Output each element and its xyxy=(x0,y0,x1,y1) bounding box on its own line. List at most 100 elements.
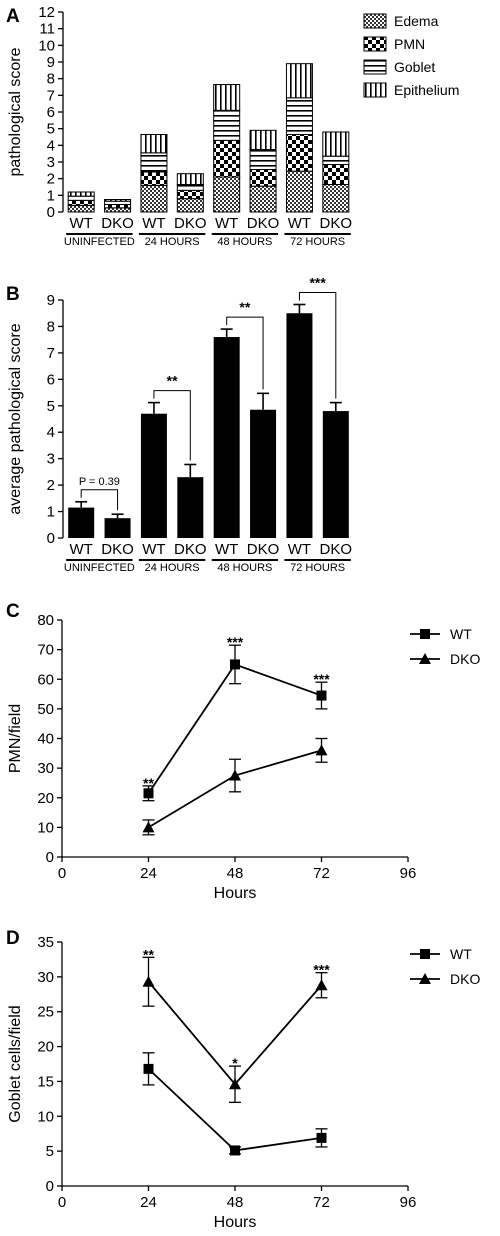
y-tick-label: 4 xyxy=(47,137,55,154)
x-tick-label: 72 xyxy=(313,1194,330,1211)
y-tick-label: 80 xyxy=(37,612,54,629)
y-tick-label: 6 xyxy=(47,104,55,121)
bar-segment-edema xyxy=(176,198,204,213)
y-tick-label: 8 xyxy=(47,318,55,335)
panel-d-line-chart: D 0 5 10 15 20 25 30 35 0 24 48 72 96 Goblet cells/fie… xyxy=(6,928,480,1231)
y-axis-label: pathological score xyxy=(7,47,24,176)
y-tick-label: 10 xyxy=(37,1108,54,1125)
data-point-wt xyxy=(143,788,154,799)
bar-segment-pmn xyxy=(249,169,277,187)
x-tick-label: 72 xyxy=(313,865,330,882)
significance-label: * xyxy=(232,1055,238,1071)
y-tick-label: 35 xyxy=(37,934,54,951)
y-tick-label: 20 xyxy=(37,790,54,807)
data-point-wt xyxy=(316,1132,327,1143)
significance-label: ** xyxy=(143,946,154,962)
bar xyxy=(140,413,167,538)
significance-bracket xyxy=(80,489,119,511)
panel-label: D xyxy=(6,928,20,949)
bar xyxy=(213,337,240,538)
y-tick-label: 0 xyxy=(47,530,55,547)
x-tick-label: 48 xyxy=(227,865,244,882)
significance-bracket xyxy=(153,390,191,461)
x-tick-label: 96 xyxy=(400,1194,417,1211)
y-tick-label: 2 xyxy=(47,171,55,188)
y-tick-label: 40 xyxy=(37,731,54,748)
data-point-dko xyxy=(315,744,328,756)
panel-label: A xyxy=(6,6,20,27)
bar-segment-goblet xyxy=(140,152,168,173)
y-tick-label: 15 xyxy=(37,1073,54,1090)
x-tick-label: WT xyxy=(215,541,238,558)
bar xyxy=(286,313,313,538)
bar xyxy=(177,477,204,538)
x-tick-label: 96 xyxy=(400,865,417,882)
data-point-dko xyxy=(142,821,155,833)
data-point-dko xyxy=(229,1078,241,1090)
y-tick-label: 4 xyxy=(47,424,55,441)
x-tick-label: DKO xyxy=(101,541,134,558)
data-point-wt xyxy=(143,1063,154,1074)
group-label: 24 HOURS xyxy=(145,562,200,574)
significance-label: ** xyxy=(167,373,178,389)
x-tick-label: DKO xyxy=(174,215,207,232)
bar-segment-goblet xyxy=(67,195,95,201)
legend-marker-dko xyxy=(419,653,431,664)
legend-label: WT xyxy=(450,946,472,962)
y-tick-label: 7 xyxy=(47,345,55,362)
legend-marker-wt xyxy=(420,629,430,639)
y-tick-label: 5 xyxy=(47,121,55,138)
y-tick-label: 7 xyxy=(47,87,55,104)
legend-label: DKO xyxy=(450,651,480,667)
legend-swatch-epithelium xyxy=(363,82,387,98)
y-tick-label: 9 xyxy=(47,292,55,309)
group-label: UNINFECTED xyxy=(64,236,135,248)
data-point-wt xyxy=(316,690,327,701)
x-tick-label: WT xyxy=(215,215,238,232)
bar-segment-goblet xyxy=(104,200,132,206)
group-label: UNINFECTED xyxy=(64,562,135,574)
significance-label: *** xyxy=(227,634,244,650)
data-point-dko xyxy=(315,979,328,991)
group-label: 48 HOURS xyxy=(217,236,272,248)
x-tick-label: DKO xyxy=(247,541,280,558)
y-axis-label: average pathological score xyxy=(7,323,24,514)
y-tick-label: 50 xyxy=(37,701,54,718)
group-label: 72 HOURS xyxy=(290,562,345,574)
x-axis-label: Hours xyxy=(214,1214,257,1231)
significance-label: ** xyxy=(239,299,250,315)
bar-segment-edema xyxy=(67,204,95,213)
bar-segment-goblet xyxy=(322,155,350,166)
bar-segment-epithelium xyxy=(213,84,241,111)
bar-segment-goblet xyxy=(176,184,204,191)
legend-swatch-goblet xyxy=(363,59,387,75)
x-tick-label: 0 xyxy=(58,865,66,882)
x-tick-label: DKO xyxy=(101,215,134,232)
bar-segment-pmn xyxy=(176,189,204,200)
y-tick-label: 0 xyxy=(46,849,54,866)
y-tick-label: 60 xyxy=(37,671,54,688)
bar-segment-edema xyxy=(249,185,277,213)
bar-segment-epithelium xyxy=(249,129,277,150)
y-tick-label: 3 xyxy=(47,154,55,171)
y-tick-label: 8 xyxy=(47,71,55,88)
y-tick-label: 70 xyxy=(37,642,54,659)
y-tick-label: 25 xyxy=(37,1004,54,1021)
legend-marker-wt xyxy=(420,949,430,959)
x-tick-label: DKO xyxy=(320,215,353,232)
y-tick-label: 1 xyxy=(47,187,55,204)
bar-segment-goblet xyxy=(285,97,313,136)
legend-label: Edema xyxy=(394,13,439,29)
y-tick-label: 30 xyxy=(37,760,54,777)
y-tick-label: 1 xyxy=(47,504,55,521)
bar-segment-pmn xyxy=(67,199,95,206)
x-tick-label: WT xyxy=(288,215,311,232)
significance-label: *** xyxy=(313,671,330,687)
panel-b-bar-chart: B 0 1 2 3 4 5 6 7 8 9 average pathological score WT D… xyxy=(6,274,352,574)
bar-segment-epithelium xyxy=(285,63,313,99)
legend-label: Goblet xyxy=(394,59,435,75)
bar-segment-epithelium xyxy=(322,131,350,157)
group-label: 24 HOURS xyxy=(145,236,200,248)
x-tick-label: WT xyxy=(70,541,93,558)
